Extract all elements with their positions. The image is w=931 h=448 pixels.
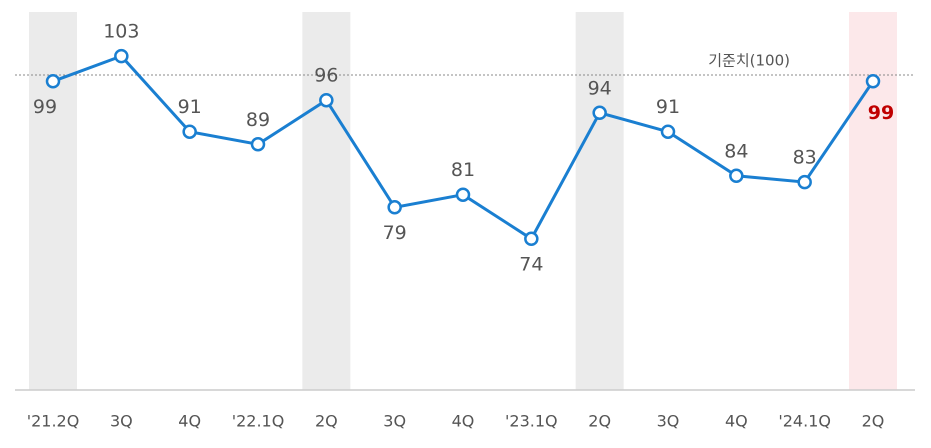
point — [592, 105, 607, 121]
x-tick-label: '23.1Q — [505, 412, 558, 431]
point — [865, 74, 881, 89]
x-tick-label: 3Q — [110, 412, 133, 431]
value-label: 89 — [246, 109, 270, 131]
value-label: 103 — [103, 21, 139, 43]
highlight-band — [849, 12, 897, 390]
value-label: 84 — [724, 140, 748, 162]
value-label: 79 — [383, 222, 407, 244]
x-tick-label: '21.2Q — [27, 412, 80, 431]
point — [182, 124, 197, 139]
x-tick-label: 3Q — [657, 412, 680, 431]
point — [319, 92, 334, 108]
value-label: 99 — [868, 102, 894, 124]
value-label: 83 — [793, 147, 817, 169]
value-label: 74 — [519, 253, 543, 275]
value-label: 91 — [178, 96, 202, 118]
point — [797, 174, 812, 190]
x-tick-label: 2Q — [315, 412, 338, 431]
x-tick-label: 2Q — [862, 412, 885, 431]
value-label: 96 — [314, 65, 338, 87]
value-label: 81 — [451, 159, 475, 181]
x-tick-label: 3Q — [383, 412, 406, 431]
point — [455, 187, 471, 202]
point — [524, 231, 539, 247]
x-tick-label: 4Q — [178, 412, 201, 431]
x-tick-label: 4Q — [452, 412, 475, 431]
value-label: 91 — [656, 96, 680, 118]
reference-label: 기준치(100) — [708, 52, 790, 70]
shade-band — [302, 12, 351, 390]
x-tick-label: '24.1Q — [778, 412, 831, 431]
value-label: 94 — [588, 77, 612, 99]
point — [729, 168, 744, 184]
shade-band — [29, 12, 77, 390]
point — [45, 74, 61, 89]
x-tick-label: 2Q — [588, 412, 611, 431]
point — [250, 137, 266, 152]
point — [387, 200, 402, 215]
point — [114, 48, 129, 64]
value-label: 99 — [33, 96, 57, 118]
line — [52, 54, 875, 241]
point — [660, 124, 676, 139]
shade-band — [575, 12, 624, 390]
x-tick-label: 4Q — [725, 412, 748, 431]
x-tick-label: '22.1Q — [232, 412, 285, 431]
